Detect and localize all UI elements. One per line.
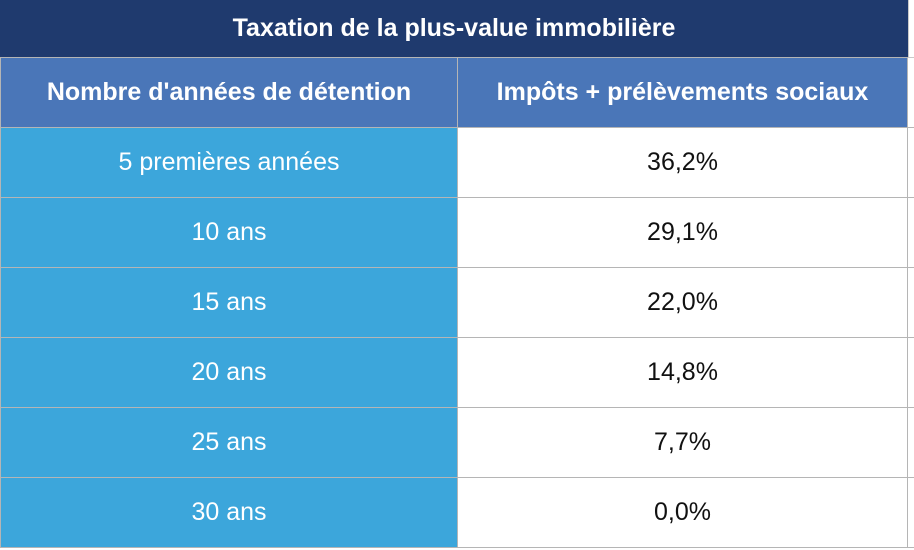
adjacent-cell[interactable] (907, 197, 914, 268)
header-years[interactable]: Nombre d'années de détention (0, 57, 458, 128)
rate-cell[interactable]: 14,8% (457, 337, 908, 408)
adjacent-cell[interactable] (907, 127, 914, 198)
rate-cell[interactable]: 0,0% (457, 477, 908, 548)
rate-cell[interactable]: 29,1% (457, 197, 908, 268)
years-cell[interactable]: 20 ans (0, 337, 458, 408)
adjacent-cell[interactable] (907, 267, 914, 338)
years-cell[interactable]: 30 ans (0, 477, 458, 548)
table-row: 20 ans 14,8% (0, 337, 914, 408)
adjacent-cell[interactable] (907, 407, 914, 478)
years-cell[interactable]: 25 ans (0, 407, 458, 478)
table-row: 25 ans 7,7% (0, 407, 914, 478)
table-row: 15 ans 22,0% (0, 267, 914, 338)
table-title[interactable]: Taxation de la plus-value immobilière (0, 0, 908, 57)
adjacent-cell[interactable] (907, 477, 914, 548)
table-row: 30 ans 0,0% (0, 477, 914, 548)
header-row: Nombre d'années de détention Impôts + pr… (0, 57, 914, 128)
rate-cell[interactable]: 36,2% (457, 127, 908, 198)
header-rate[interactable]: Impôts + prélèvements sociaux (457, 57, 908, 128)
adjacent-cell[interactable] (908, 0, 914, 57)
taxation-table: Nombre d'années de détention Impôts + pr… (0, 57, 914, 548)
table-row: 10 ans 29,1% (0, 197, 914, 268)
table-row: 5 premières années 36,2% (0, 127, 914, 198)
years-cell[interactable]: 15 ans (0, 267, 458, 338)
adjacent-cell[interactable] (907, 57, 914, 128)
years-cell[interactable]: 10 ans (0, 197, 458, 268)
rate-cell[interactable]: 22,0% (457, 267, 908, 338)
adjacent-cell[interactable] (907, 337, 914, 408)
rate-cell[interactable]: 7,7% (457, 407, 908, 478)
years-cell[interactable]: 5 premières années (0, 127, 458, 198)
